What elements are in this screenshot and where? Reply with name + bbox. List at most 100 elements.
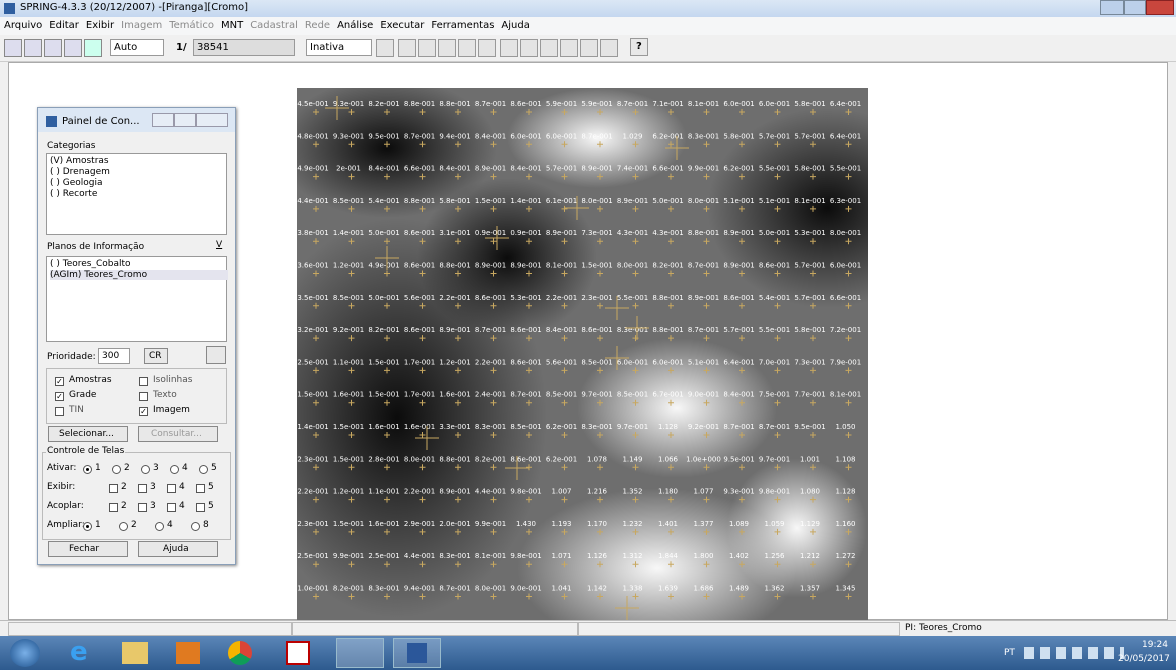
control-radio[interactable] [83,522,92,531]
tool-button[interactable] [418,39,436,57]
zoom-mode: Auto [114,42,137,53]
control-check[interactable] [167,484,176,493]
zoom-combo[interactable]: Auto [110,39,164,56]
tool-button[interactable] [4,39,22,57]
tool-button[interactable] [458,39,476,57]
explorer-icon[interactable] [122,642,148,664]
panel-maximize[interactable] [174,113,196,127]
option-checkbox[interactable]: ✓ [55,377,64,386]
plano-item[interactable]: (AGIm) Teores_Cromo [50,270,228,280]
selecionar-button[interactable]: Selecionar... [48,426,128,442]
outlook-icon[interactable] [176,642,200,664]
edit-button[interactable] [206,346,226,364]
control-radio[interactable] [141,465,150,474]
menu-item[interactable]: Rede [305,20,330,31]
option-checkbox[interactable] [139,392,148,401]
category-item[interactable]: ( ) Geologia [50,178,103,188]
start-button[interactable] [10,639,40,667]
control-check[interactable] [196,484,205,493]
menu-item[interactable]: Temático [169,20,214,31]
tool-button[interactable] [520,39,538,57]
ie-icon[interactable]: e [70,641,96,665]
menu-item[interactable]: Cadastral [250,20,298,31]
menu-item[interactable]: Exibir [86,20,114,31]
tool-button[interactable] [398,39,416,57]
prioridade-field[interactable]: 300 [98,348,130,364]
grid-value: 1.193 [551,520,571,528]
control-radio[interactable] [119,522,128,531]
plano-item[interactable]: ( ) Teores_Cobalto [50,259,131,269]
spring-icon[interactable] [336,638,384,668]
control-radio[interactable] [199,465,208,474]
panel-minimize[interactable] [152,113,174,127]
control-radio[interactable] [155,522,164,531]
menu-item[interactable]: Executar [380,20,424,31]
controle-group: Ativar:12345Exibir:2345Acoplar:2345Ampli… [42,452,231,540]
grid-value: 1.007 [551,488,571,496]
minimize-button[interactable] [1100,0,1124,15]
grid-value: 1.844 [658,552,679,560]
scale-field[interactable]: 38541 [193,39,295,56]
tool-button[interactable] [600,39,618,57]
word-icon[interactable] [393,638,441,668]
status-combo[interactable]: Inativa [306,39,372,56]
menu-item[interactable]: Arquivo [4,20,42,31]
option-checkbox[interactable] [139,377,148,386]
tool-button[interactable] [44,39,62,57]
maximize-button[interactable] [1124,0,1146,15]
option-checkbox[interactable] [55,407,64,416]
control-check[interactable] [138,503,147,512]
menu-item[interactable]: Ajuda [501,20,529,31]
help-button[interactable]: ? [630,38,648,56]
control-check[interactable] [138,484,147,493]
planos-list[interactable]: ( ) Teores_Cobalto(AGIm) Teores_Cromo [46,256,227,342]
fechar-button[interactable]: Fechar [48,541,128,557]
grid-value: 3.6e-001 [297,262,328,270]
grid-value: 6.4e-001 [723,358,754,366]
control-check[interactable] [109,503,118,512]
control-label: Ampliar: [47,520,85,530]
option-checkbox[interactable]: ✓ [55,392,64,401]
control-check[interactable] [109,484,118,493]
tool-button[interactable] [438,39,456,57]
close-button[interactable] [1146,0,1174,15]
grid-value: 1.800 [693,552,713,560]
control-check[interactable] [196,503,205,512]
tool-button[interactable] [560,39,578,57]
category-item[interactable]: (V) Amostras [50,156,109,166]
control-radio[interactable] [191,522,200,531]
menu-item[interactable]: Editar [49,20,79,31]
option-checkbox[interactable]: ✓ [139,407,148,416]
tool-button[interactable] [580,39,598,57]
tool-button[interactable] [500,39,518,57]
category-item[interactable]: ( ) Drenagem [50,167,110,177]
grid-value: 1.128 [658,423,678,431]
panel-close[interactable] [196,113,228,127]
grid-value: 1.639 [658,585,678,593]
categories-list[interactable]: (V) Amostras( ) Drenagem( ) Geologia( ) … [46,153,227,235]
acrobat-icon[interactable] [286,641,310,665]
prioridade: 300 [102,351,119,361]
chrome-icon[interactable] [228,641,252,665]
tool-button[interactable] [478,39,496,57]
menu-item[interactable]: MNT [221,20,243,31]
ajuda-button[interactable]: Ajuda [138,541,218,557]
planos-button[interactable]: V [216,240,222,250]
menu-item[interactable]: Ferramentas [431,20,494,31]
tool-button[interactable] [376,39,394,57]
control-radio[interactable] [83,465,92,474]
grid-value: 8.7e-001 [723,423,754,431]
tool-button[interactable] [24,39,42,57]
control-check[interactable] [167,503,176,512]
control-radio[interactable] [170,465,179,474]
category-item[interactable]: ( ) Recorte [50,189,97,199]
cr-button[interactable]: CR [144,348,168,364]
tool-button[interactable] [540,39,558,57]
menu-item[interactable]: Imagem [121,20,162,31]
menu-item[interactable]: Análise [337,20,373,31]
option-label: Texto [153,390,177,400]
consultar-button[interactable]: Consultar... [138,426,218,442]
tool-button[interactable] [84,39,102,57]
tool-button[interactable] [64,39,82,57]
control-radio[interactable] [112,465,121,474]
